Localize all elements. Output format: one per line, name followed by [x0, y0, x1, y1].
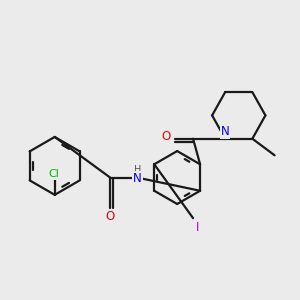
Text: Cl: Cl	[49, 169, 59, 178]
Text: N: N	[133, 172, 142, 185]
Text: H: H	[134, 166, 141, 176]
Text: O: O	[161, 130, 170, 143]
Text: N: N	[221, 125, 230, 138]
Text: I: I	[196, 221, 199, 234]
Text: O: O	[106, 209, 115, 223]
